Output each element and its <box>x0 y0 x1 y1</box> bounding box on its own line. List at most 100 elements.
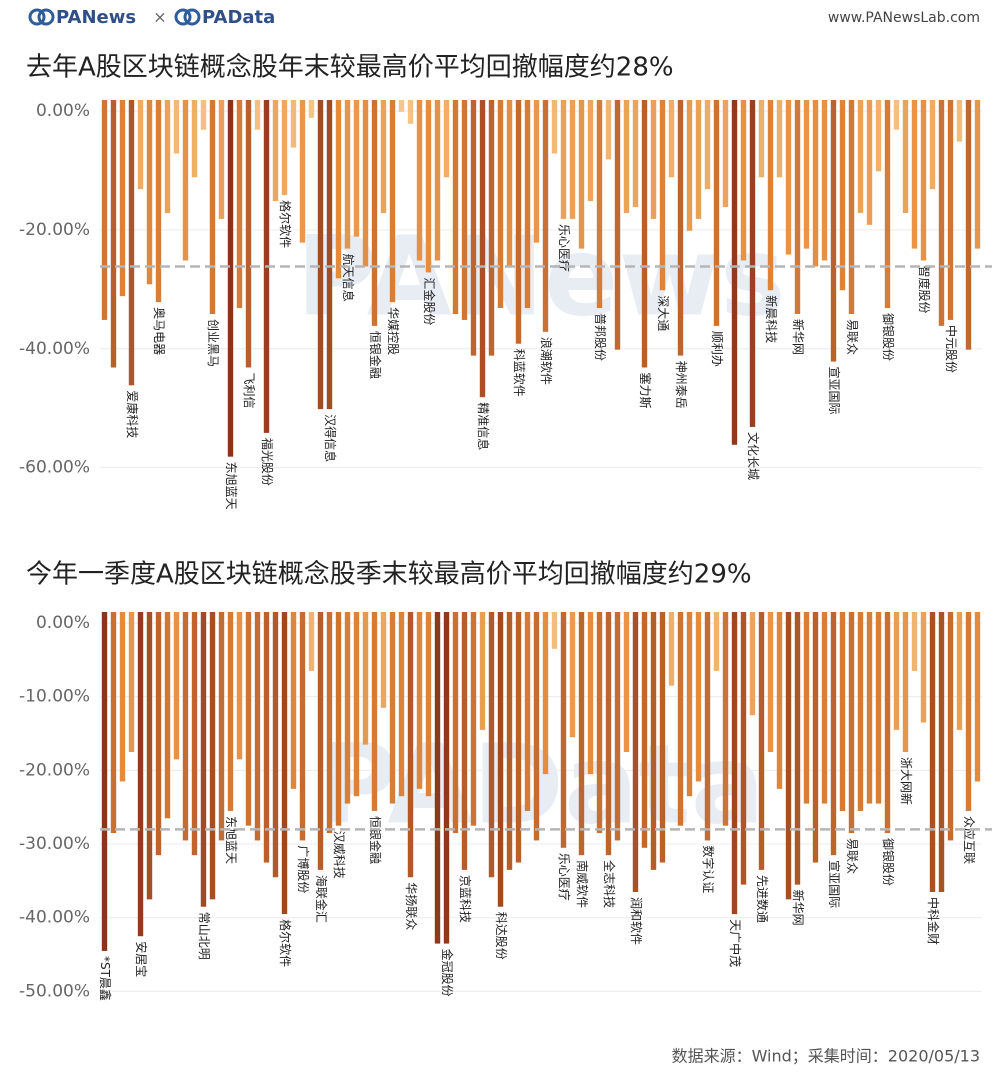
bar <box>407 612 414 878</box>
footer-source: 数据来源：Wind；采集时间：2020/05/13 <box>672 1047 980 1066</box>
bar <box>227 100 234 457</box>
category-label: 浪潮软件 <box>539 337 554 385</box>
bar <box>704 612 711 841</box>
bar <box>632 612 639 892</box>
bar <box>551 612 558 649</box>
chart-title: 今年一季度A股区块链概念股季末较最高价平均回撤幅度约29% <box>26 560 752 590</box>
bar <box>461 100 468 320</box>
bar <box>830 612 837 856</box>
category-label: 宣亚国际 <box>827 860 842 908</box>
bar <box>443 100 450 178</box>
bar <box>389 612 396 804</box>
bar <box>956 612 963 730</box>
bar <box>407 100 414 124</box>
bar <box>515 100 522 344</box>
bar <box>749 100 756 427</box>
bar <box>245 100 252 368</box>
bar <box>488 612 495 878</box>
bar <box>758 100 765 178</box>
bar <box>236 612 243 760</box>
logo-icon <box>183 8 201 26</box>
bar <box>857 612 864 811</box>
bar <box>623 612 630 752</box>
bar <box>821 612 828 804</box>
bar <box>704 100 711 190</box>
bar <box>776 612 783 789</box>
bar <box>686 612 693 797</box>
bar <box>380 612 387 708</box>
bar <box>533 612 540 841</box>
category-label: 东旭蓝天 <box>224 816 238 864</box>
bar <box>650 100 657 219</box>
bar <box>524 612 531 811</box>
bar <box>560 100 567 219</box>
bar <box>128 100 135 386</box>
bar <box>596 100 603 309</box>
bar <box>110 612 117 834</box>
bar <box>731 100 738 445</box>
bar <box>128 612 135 752</box>
bar <box>533 100 540 243</box>
bar <box>938 100 945 326</box>
chart: 去年A股区块链概念股年末较最高价平均回撤幅度约28% PANews 0.00% -20… <box>19 53 992 528</box>
category-label: 安居宝 <box>134 941 149 977</box>
bar <box>182 612 189 841</box>
bar <box>839 612 846 811</box>
bar <box>551 100 558 154</box>
bar <box>722 100 729 207</box>
category-label: 海联金汇 <box>314 875 329 923</box>
bar <box>947 612 954 841</box>
category-label: 科达股份 <box>494 912 508 960</box>
bar <box>650 612 657 870</box>
bar <box>326 612 333 834</box>
bar <box>569 612 576 738</box>
bar <box>326 100 333 410</box>
bar <box>416 612 423 789</box>
y-tick-label: -30.00% <box>19 834 90 854</box>
category-label: 顺利办 <box>710 331 725 367</box>
bar <box>434 100 441 261</box>
category-label: 宣亚国际 <box>827 367 842 415</box>
bar <box>740 612 747 885</box>
bar <box>884 612 891 834</box>
category-label: 华扬联众 <box>404 882 419 930</box>
bar <box>524 100 531 309</box>
bar <box>668 612 675 686</box>
category-label: 广博股份 <box>296 845 311 893</box>
bar <box>461 612 468 870</box>
bar <box>119 612 126 782</box>
bar <box>695 100 702 219</box>
separator: × <box>153 8 166 27</box>
bar <box>155 100 162 303</box>
bar <box>389 100 396 303</box>
logo-icon <box>174 8 192 26</box>
bar <box>272 100 279 202</box>
bar <box>974 100 981 249</box>
bar <box>785 100 792 255</box>
category-label: 天广中茂 <box>728 919 743 967</box>
chart-title: 去年A股区块链概念股年末较最高价平均回撤幅度约28% <box>26 53 674 83</box>
bar <box>848 100 855 314</box>
bar <box>470 100 477 356</box>
bar <box>614 100 621 350</box>
bar <box>209 612 216 900</box>
bar <box>839 100 846 291</box>
bar <box>308 612 315 671</box>
bar <box>479 100 486 398</box>
category-label: 浙大网新 <box>899 757 914 805</box>
bar <box>263 612 270 863</box>
category-label: 华媒控股 <box>386 307 400 355</box>
category-label: 全志科技 <box>602 860 617 908</box>
bar <box>902 100 909 213</box>
bar <box>155 612 162 856</box>
bar <box>191 100 198 178</box>
bar <box>569 100 576 219</box>
header: PANews × PAData www.PANewsLab.com <box>28 7 980 28</box>
bar <box>677 612 684 826</box>
bar <box>254 612 261 841</box>
bar <box>137 100 144 190</box>
bar <box>794 612 801 885</box>
brand: PANews <box>56 7 136 28</box>
category-label: 汉得信息 <box>323 414 338 462</box>
